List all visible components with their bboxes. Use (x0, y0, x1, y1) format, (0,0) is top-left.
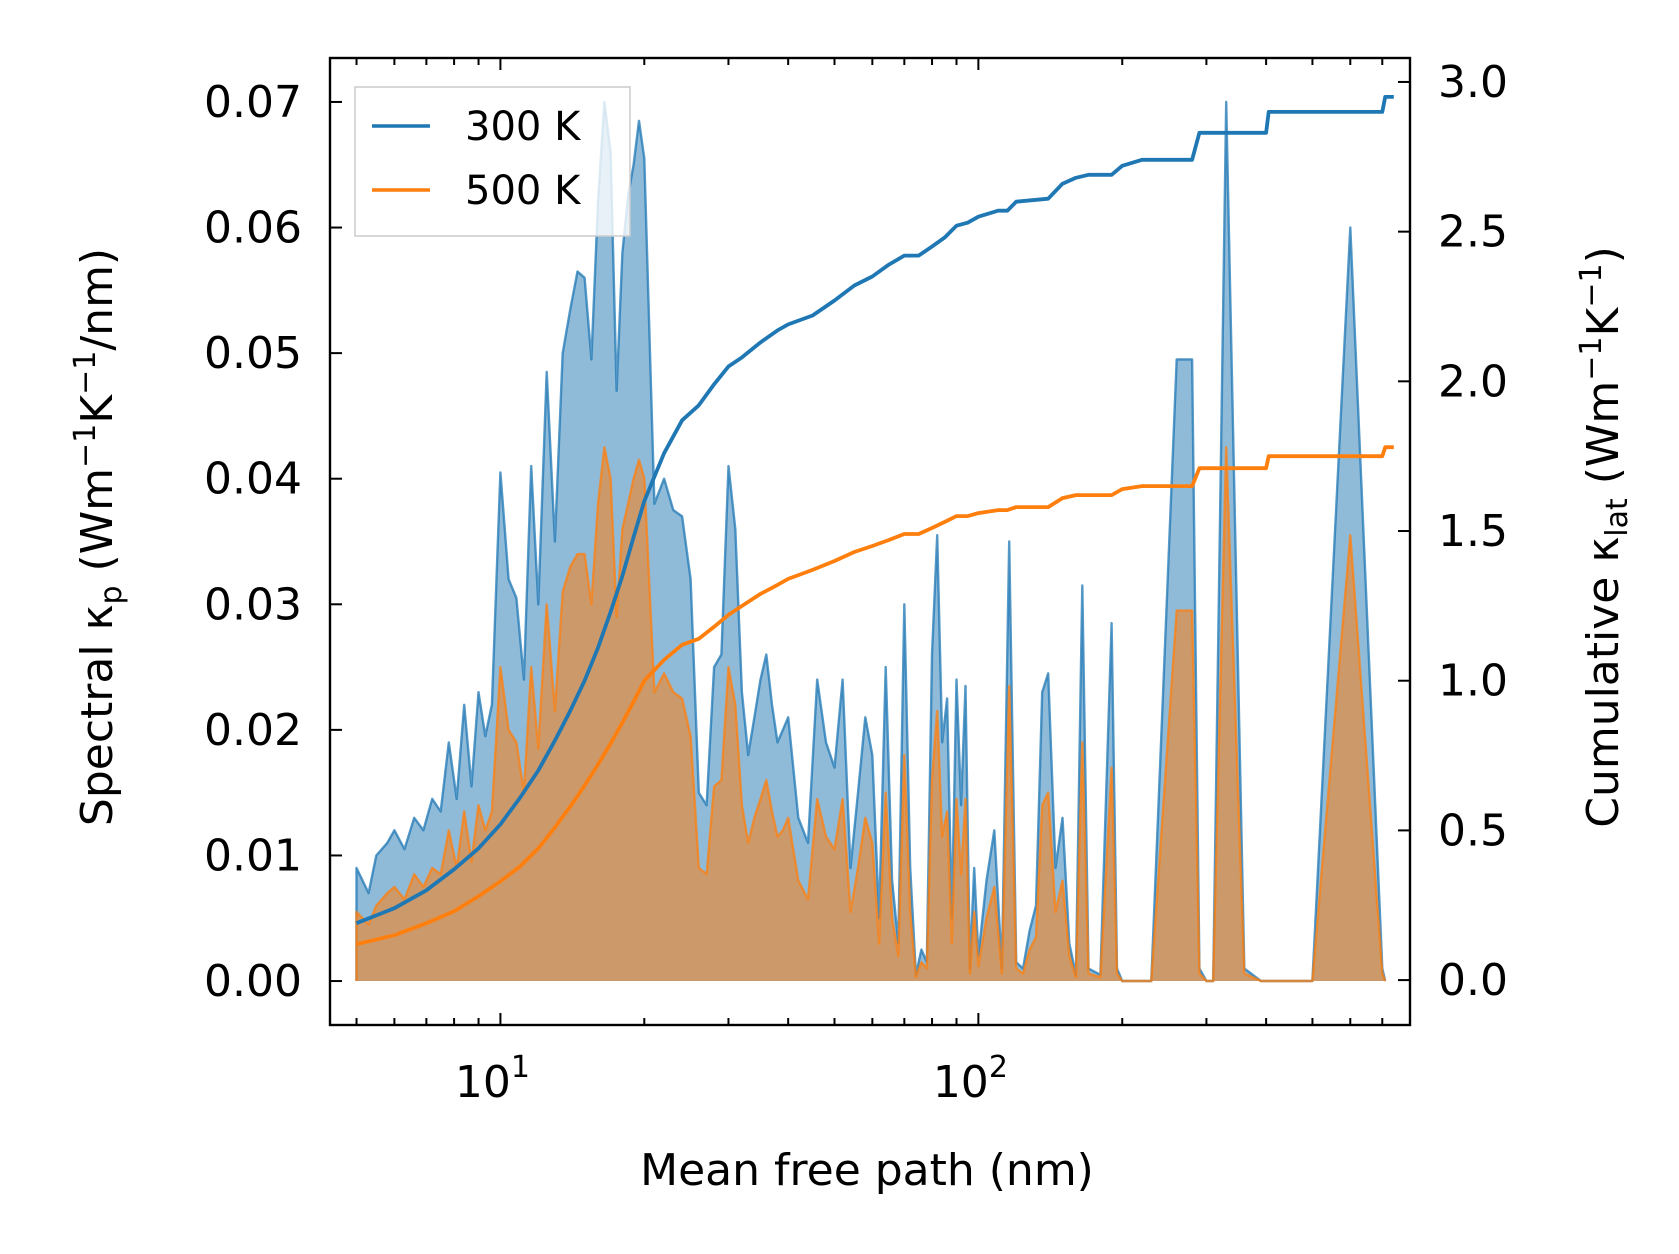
x-tick-label-exponent: 1 (511, 1050, 530, 1085)
y-tick-label-left: 0.03 (204, 579, 302, 630)
y-axis-label-left: Spectral κp (Wm−1K−1/nm) (68, 248, 129, 826)
cumulative-line-300k (355, 95, 1394, 925)
y-tick-label-left: 0.05 (204, 328, 302, 379)
x-axis-label: Mean free path (nm) (640, 1145, 1094, 1196)
y-tick-label-left: 0.00 (204, 956, 302, 1007)
y-axis-label-right: Cumulative κlat (Wm−1K−1) (1574, 246, 1635, 828)
legend-label-500k: 500 K (465, 168, 582, 214)
legend-label-300k: 300 K (465, 104, 582, 150)
y-tick-label-right: 1.5 (1438, 506, 1508, 557)
y-tick-label-left: 0.06 (204, 203, 302, 254)
plot-frame (328, 56, 1412, 1027)
y-tick-label-right: 0.5 (1438, 805, 1508, 856)
y-tick-label-right: 0.0 (1438, 955, 1508, 1006)
y-tick-label-right: 3.0 (1438, 57, 1508, 108)
cumulative-line-500k (356, 445, 1394, 947)
spectral-line-300k (355, 100, 1387, 983)
y-tick-label-left: 0.01 (204, 830, 302, 881)
y-tick-label-right: 2.5 (1438, 207, 1508, 258)
x-tick-label-exponent: 2 (989, 1050, 1008, 1085)
y-tick-label-right: 1.0 (1438, 656, 1508, 707)
spectral-area-500k (356, 447, 1386, 981)
cumulative-layer (355, 95, 1394, 947)
legend: 300 K 500 K (354, 86, 631, 237)
y-tick-label-left: 0.02 (204, 705, 302, 756)
y-tick-label-left: 0.04 (204, 454, 302, 505)
spectral-line-500k (355, 446, 1387, 983)
spectral-layer (355, 100, 1387, 983)
y-tick-label-right: 2.0 (1438, 356, 1508, 407)
y-tick-label-left: 0.07 (204, 77, 302, 128)
legend-box (354, 86, 631, 237)
